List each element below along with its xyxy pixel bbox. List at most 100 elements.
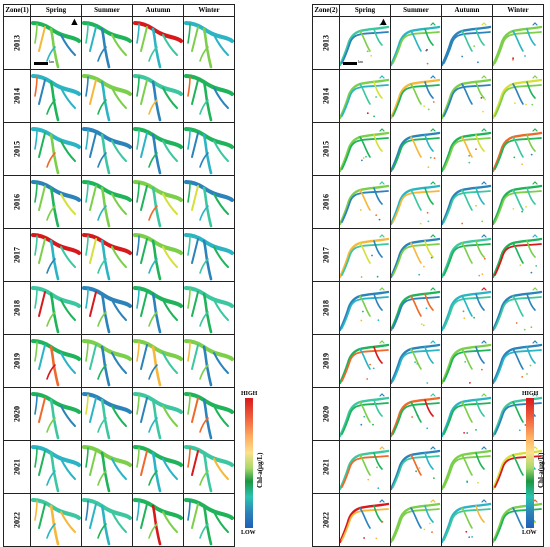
river-branch bbox=[391, 237, 441, 279]
river-branch bbox=[136, 235, 140, 256]
river-branch bbox=[82, 180, 132, 202]
map-cell bbox=[492, 122, 544, 176]
river-branch bbox=[82, 286, 132, 308]
river-branch bbox=[184, 445, 234, 467]
river-branch bbox=[38, 397, 46, 423]
river-branch bbox=[199, 364, 209, 380]
river-branch bbox=[31, 127, 81, 149]
river-branch bbox=[493, 78, 543, 120]
river-branch bbox=[202, 345, 213, 387]
river-map bbox=[391, 340, 441, 385]
river-branch bbox=[133, 74, 183, 96]
river-branch bbox=[89, 450, 97, 476]
river-branch bbox=[410, 30, 422, 52]
river-map bbox=[442, 234, 492, 279]
river-branch bbox=[34, 182, 38, 203]
legend-title: Chl-a(μg/L) bbox=[256, 452, 264, 488]
river-branch bbox=[391, 343, 441, 385]
river-branch bbox=[148, 46, 158, 62]
river-branch bbox=[89, 238, 97, 264]
river-branch bbox=[461, 348, 473, 370]
river-branch bbox=[140, 238, 148, 264]
river-branch bbox=[379, 75, 385, 79]
map-cell bbox=[441, 122, 493, 176]
river-map bbox=[442, 128, 492, 173]
map-cell bbox=[30, 228, 82, 282]
river-branch bbox=[85, 129, 89, 150]
water-patch bbox=[419, 222, 422, 225]
river-branch bbox=[136, 500, 140, 521]
river-map bbox=[184, 21, 234, 69]
river-branch bbox=[493, 237, 543, 279]
water-patch bbox=[426, 382, 429, 384]
river-branch bbox=[494, 243, 542, 276]
river-branch bbox=[373, 399, 383, 417]
river-map bbox=[184, 445, 234, 493]
river-map bbox=[340, 234, 390, 279]
water-patch bbox=[519, 264, 522, 267]
river-branch bbox=[340, 78, 390, 120]
map-cell bbox=[183, 493, 235, 547]
river-branch bbox=[100, 345, 111, 387]
water-patch bbox=[376, 275, 379, 278]
river-branch bbox=[187, 23, 191, 44]
map-cell bbox=[81, 228, 133, 282]
river-branch bbox=[187, 341, 191, 362]
river-branch bbox=[475, 452, 485, 470]
water-patch bbox=[475, 148, 477, 151]
river-branch bbox=[151, 239, 162, 281]
river-map bbox=[184, 74, 234, 122]
river-branch bbox=[140, 503, 148, 529]
river-branch bbox=[202, 504, 213, 546]
water-patch bbox=[433, 157, 436, 159]
river-branch bbox=[341, 508, 389, 541]
map-cell bbox=[492, 16, 544, 70]
river-branch bbox=[202, 292, 213, 334]
water-patch bbox=[367, 478, 370, 481]
map-cell bbox=[390, 69, 442, 123]
river-branch bbox=[49, 80, 60, 122]
water-patch bbox=[475, 204, 477, 207]
water-patch bbox=[429, 156, 432, 159]
year-label: 2019 bbox=[3, 334, 31, 388]
map-cell bbox=[81, 387, 133, 441]
map-cell bbox=[132, 16, 184, 70]
river-branch bbox=[359, 507, 371, 529]
river-branch bbox=[512, 242, 524, 264]
river-branch bbox=[151, 398, 162, 440]
water-patch bbox=[366, 50, 369, 53]
river-branch bbox=[82, 445, 132, 467]
river-map bbox=[133, 445, 183, 493]
river-map bbox=[391, 234, 441, 279]
season-header-winter: Winter bbox=[492, 4, 544, 17]
river-branch bbox=[391, 131, 441, 173]
river-branch bbox=[111, 193, 127, 215]
river-branch bbox=[379, 128, 385, 132]
river-branch bbox=[162, 511, 178, 533]
river-branch bbox=[184, 233, 234, 255]
river-map bbox=[184, 286, 234, 334]
river-branch bbox=[424, 240, 434, 258]
water-patch bbox=[375, 537, 378, 540]
river-branch bbox=[97, 205, 107, 221]
river-branch bbox=[443, 402, 491, 435]
river-branch bbox=[392, 455, 440, 488]
river-branch bbox=[140, 185, 148, 211]
river-branch bbox=[82, 233, 132, 255]
river-branch bbox=[38, 79, 46, 105]
map-cell bbox=[132, 69, 184, 123]
river-map bbox=[31, 445, 81, 493]
river-map bbox=[340, 340, 390, 385]
river-branch bbox=[475, 293, 485, 311]
map-cell bbox=[183, 387, 235, 441]
year-text: 2018 bbox=[12, 300, 22, 316]
river-branch bbox=[532, 234, 538, 238]
river-branch bbox=[162, 458, 178, 480]
river-map bbox=[391, 75, 441, 120]
river-branch bbox=[359, 454, 371, 476]
river-branch bbox=[493, 343, 543, 385]
water-patch bbox=[535, 265, 538, 267]
river-branch bbox=[424, 452, 434, 470]
season-header-summer: Summer bbox=[81, 4, 133, 17]
river-branch bbox=[31, 392, 81, 414]
